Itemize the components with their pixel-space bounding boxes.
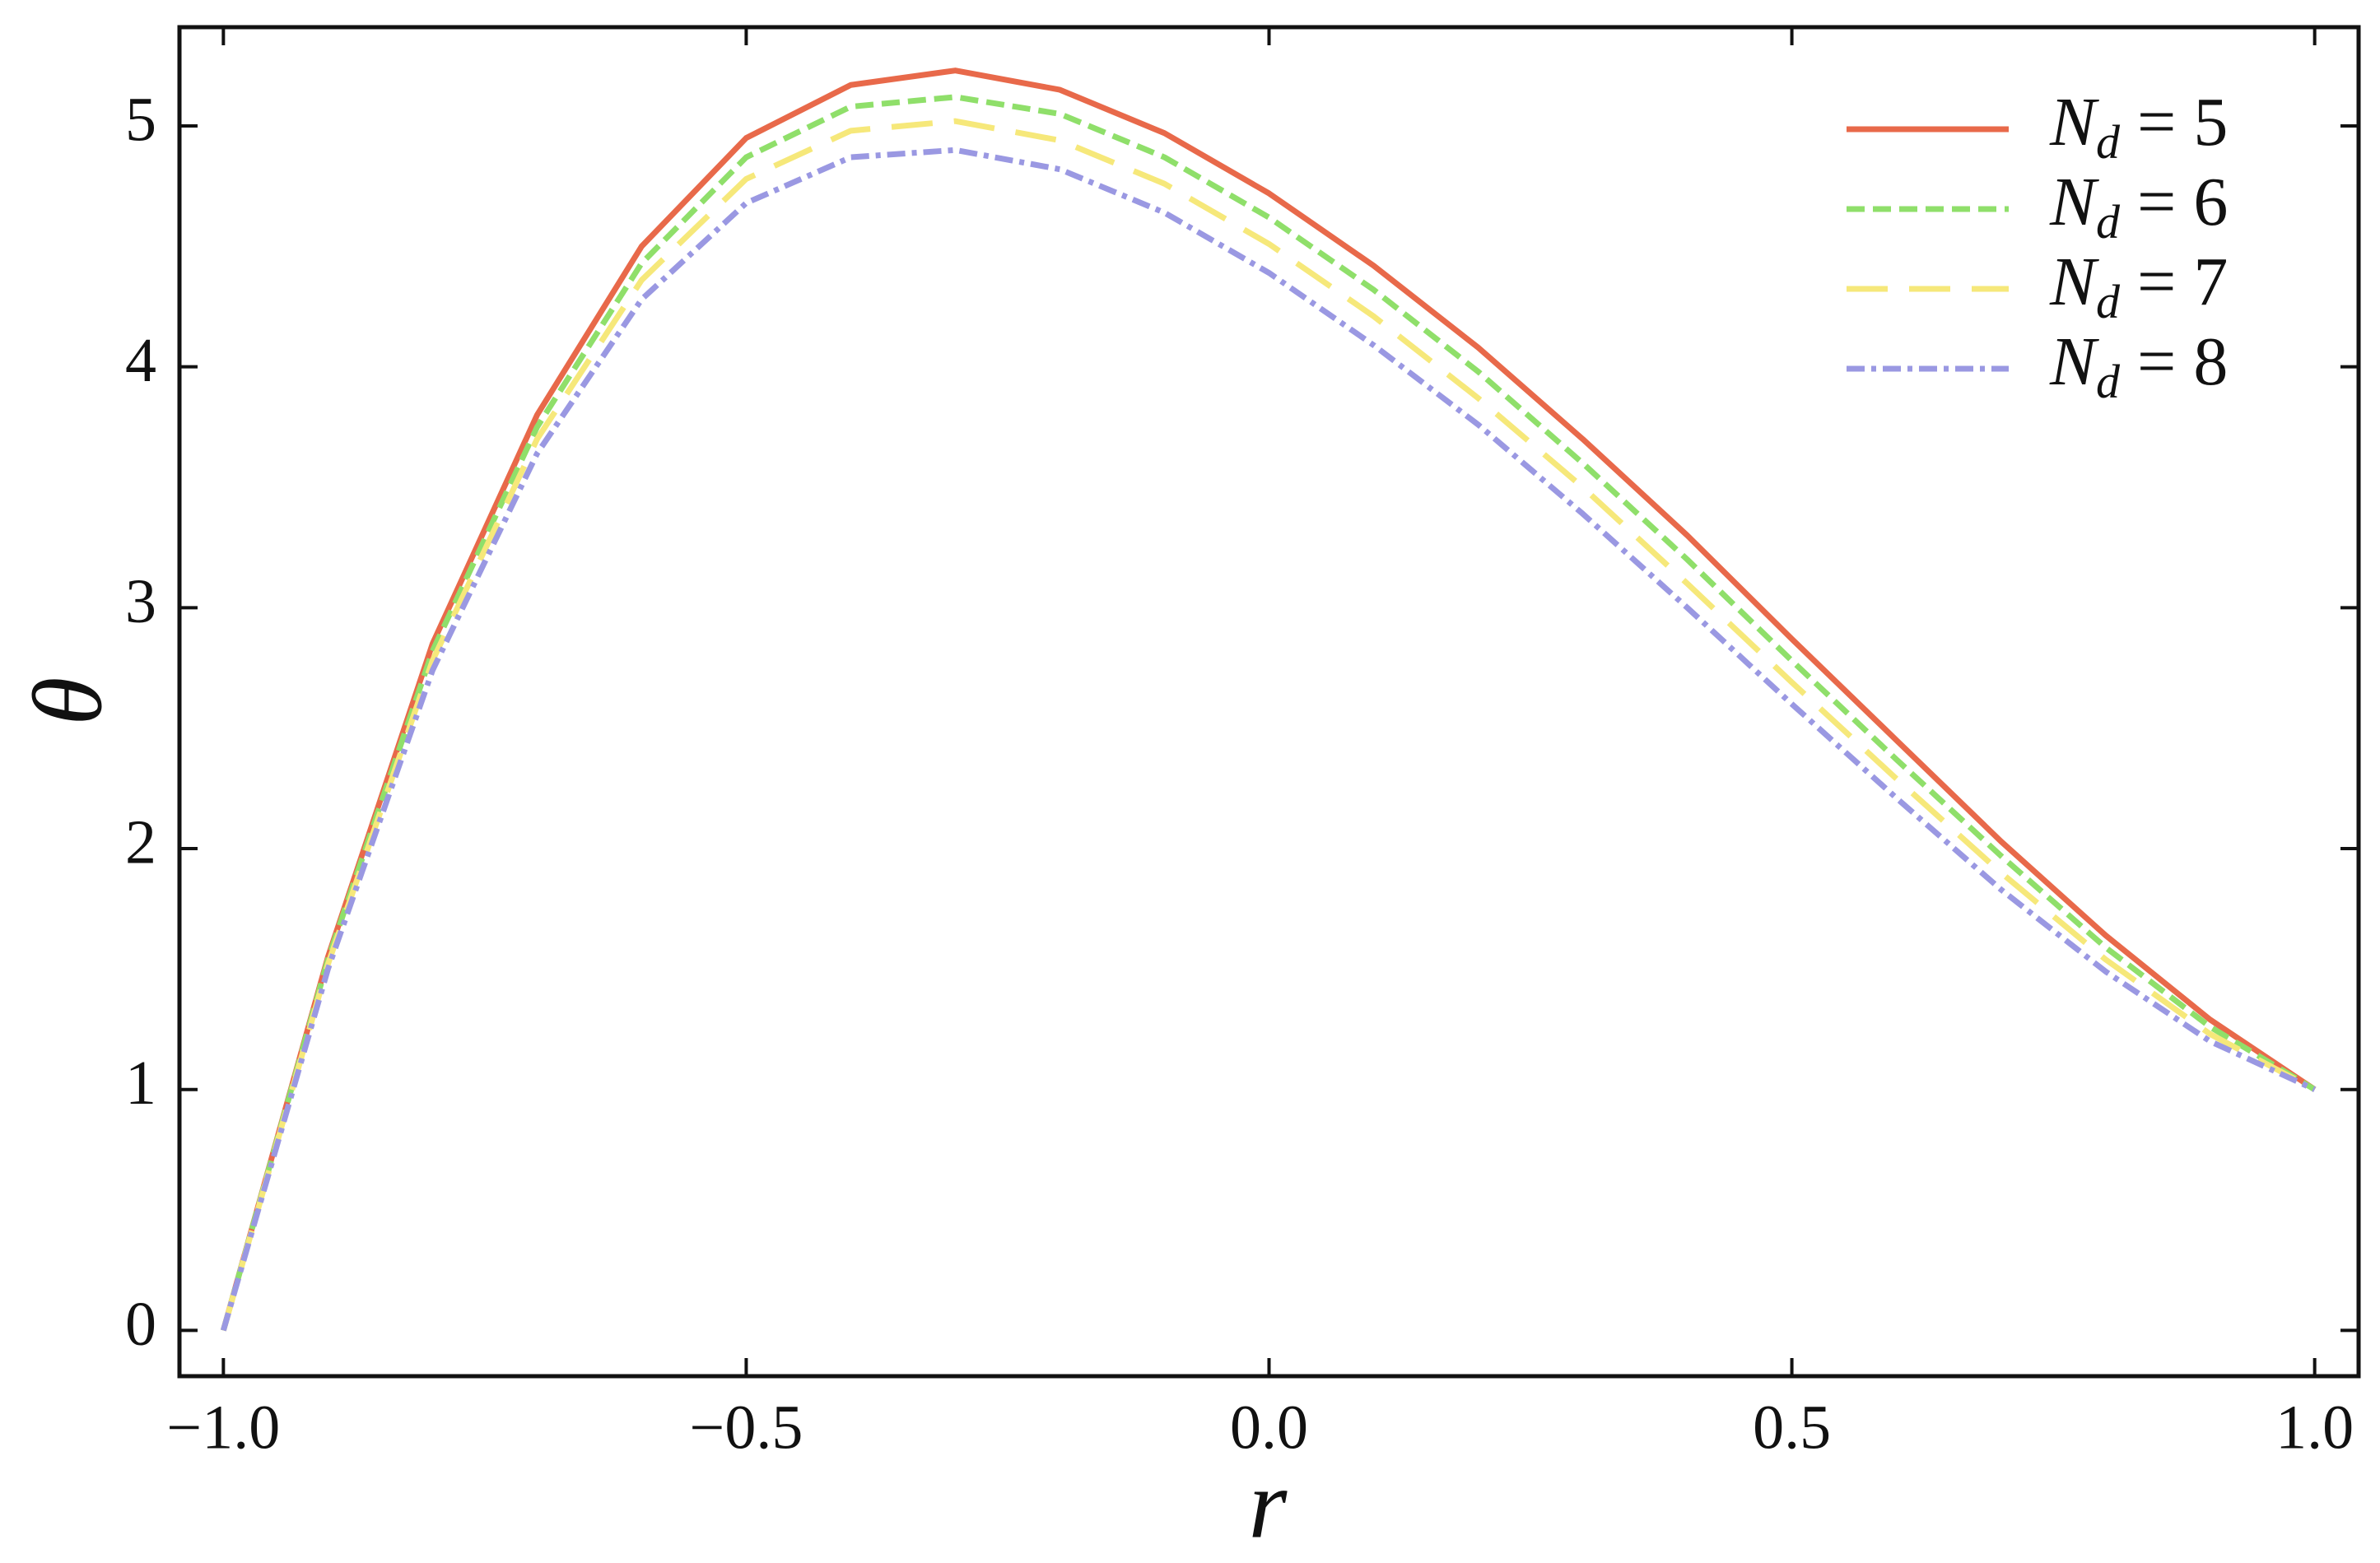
series-line xyxy=(220,118,2317,1332)
x-tick-label: 1.0 xyxy=(2275,1393,2354,1462)
x-tick-label: 0.0 xyxy=(1230,1393,1308,1462)
y-tick-label: 3 xyxy=(125,567,156,636)
y-tick-label: 4 xyxy=(125,326,156,395)
plot-frame xyxy=(177,25,2361,1379)
x-axis-label: r xyxy=(1249,1449,1288,1559)
y-tick-label: 2 xyxy=(125,807,156,877)
series-line xyxy=(220,67,2317,1332)
y-tick-label: 1 xyxy=(125,1049,156,1118)
y-axis-label: θ xyxy=(13,677,123,726)
series-line xyxy=(220,147,2317,1332)
y-tick-label: 0 xyxy=(125,1290,156,1359)
x-tick-label: 0.5 xyxy=(1753,1393,1831,1462)
legend-label: Nd = 7 xyxy=(2049,244,2228,328)
x-tick-label: −1.0 xyxy=(166,1393,280,1462)
legend-label: Nd = 5 xyxy=(2049,84,2228,169)
x-tick-label: −0.5 xyxy=(689,1393,803,1462)
y-tick-label: 5 xyxy=(125,85,156,154)
legend-label: Nd = 8 xyxy=(2049,323,2228,408)
legend-label: Nd = 6 xyxy=(2049,164,2228,249)
